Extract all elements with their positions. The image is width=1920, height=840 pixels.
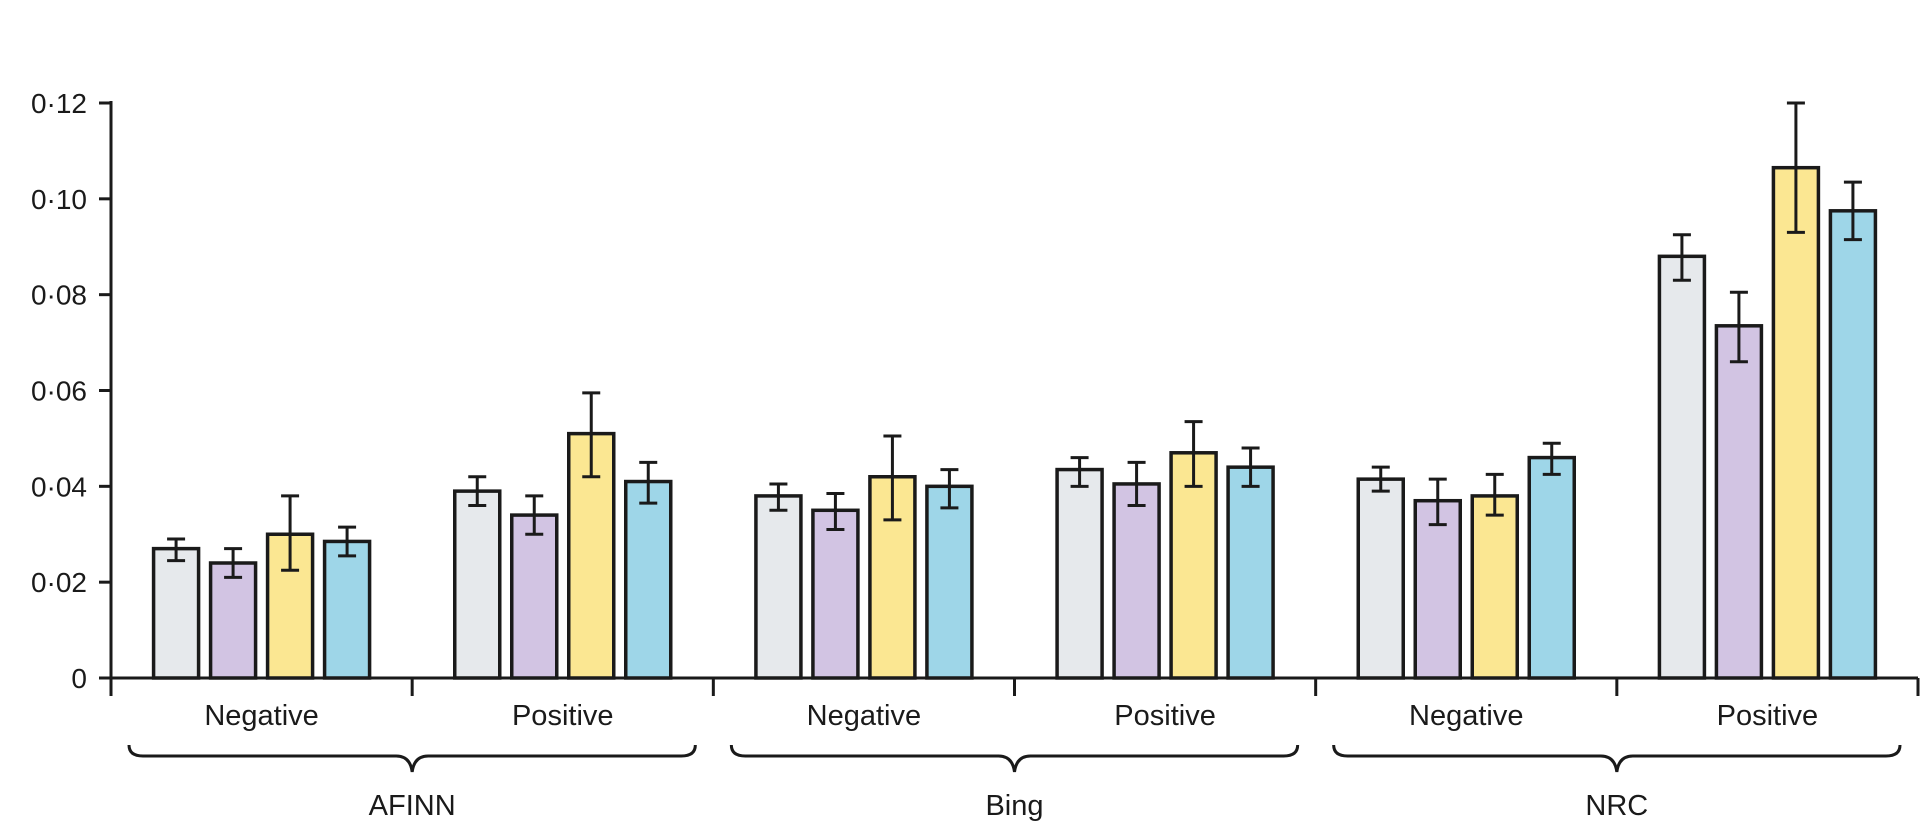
bar (1771, 165, 1821, 680)
category-label: Negative (1409, 700, 1523, 732)
bar (1226, 465, 1275, 680)
bars-layer (151, 101, 1878, 680)
y-tick-label: 0·12 (31, 88, 87, 119)
group-label: AFINN (369, 790, 456, 822)
group-brace (127, 744, 697, 773)
bar (1413, 498, 1462, 680)
bar (1714, 324, 1764, 680)
x-axis: Negative Positive Negative Positive Negative… (109, 676, 1920, 732)
bar (925, 484, 974, 680)
group-braces: AFINN Bing NRC (127, 744, 1902, 822)
bar (510, 513, 559, 680)
bar (811, 508, 860, 680)
y-axis: 0 0·02 0·04 0·06 0·08 0·10 0·12 (31, 88, 113, 694)
bar (1169, 451, 1218, 680)
group-label: Bing (985, 790, 1043, 822)
y-tick-label: 0·10 (31, 184, 87, 215)
category-label: Positive (512, 700, 614, 732)
y-tick-label: 0·04 (31, 471, 87, 502)
group-brace (729, 744, 1300, 773)
bar (1356, 477, 1405, 680)
bar (1657, 254, 1707, 680)
y-tick-label: 0·02 (31, 567, 87, 598)
bar (151, 546, 201, 680)
category-label: Positive (1114, 700, 1216, 732)
y-tick-label: 0·08 (31, 280, 87, 311)
bar (754, 494, 803, 680)
category-label: Negative (807, 700, 921, 732)
bar (1828, 209, 1878, 680)
bar (322, 539, 372, 680)
bar (624, 479, 673, 680)
category-label: Negative (204, 700, 318, 732)
bar (1527, 455, 1576, 680)
y-tick-label: 0 (71, 663, 87, 694)
y-tick-label: 0·06 (31, 376, 87, 407)
bar (1470, 494, 1519, 680)
category-label: Positive (1717, 700, 1819, 732)
bar (1112, 482, 1161, 680)
bar (208, 561, 258, 680)
group-brace (1332, 744, 1902, 773)
bar (1055, 467, 1104, 680)
bar (453, 489, 502, 680)
group-label: NRC (1585, 790, 1648, 822)
